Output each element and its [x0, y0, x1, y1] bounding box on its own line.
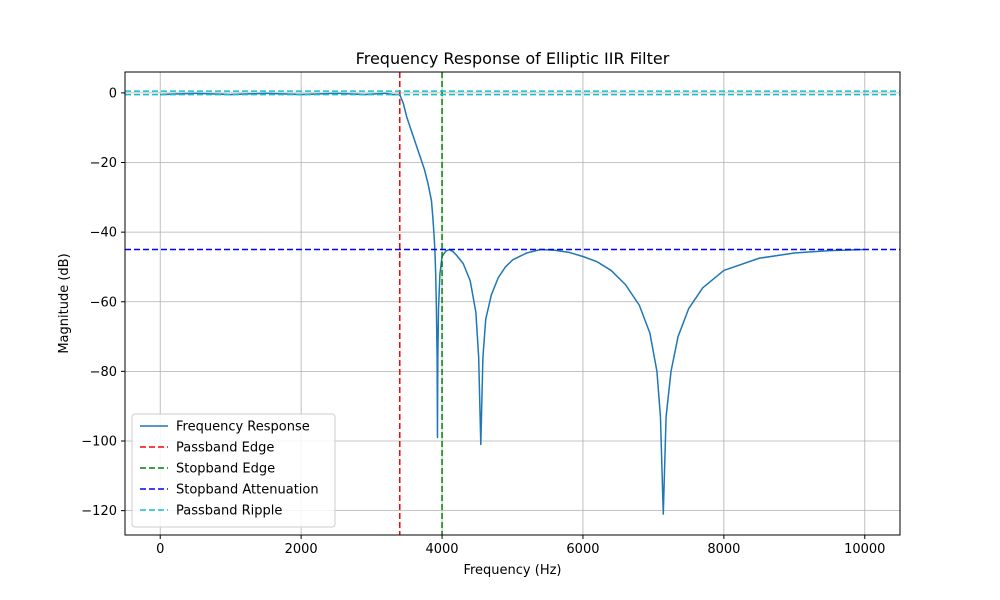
legend-label-passband-edge: Passband Edge — [176, 441, 274, 456]
axes-frame — [124, 71, 901, 536]
legend-label-stopband-edge: Stopband Edge — [176, 462, 275, 477]
frequency-response-line — [160, 92, 865, 515]
x-tick-label: 6000 — [566, 542, 599, 557]
y-tick-label: −120 — [81, 504, 117, 519]
y-axis-label: Magnitude (dB) — [57, 253, 72, 353]
y-tick-label: −100 — [81, 435, 117, 450]
legend-label-frequency-response: Frequency Response — [176, 420, 310, 435]
x-axis-label: Frequency (Hz) — [463, 563, 561, 578]
y-tick-label: 0 — [109, 86, 117, 101]
legend-label-stopband-attenuation: Stopband Attenuation — [176, 483, 319, 498]
legend: Frequency Response Passband Edge Stopband … — [131, 413, 336, 528]
x-tick-label: 4000 — [425, 542, 458, 557]
x-tick-label: 10000 — [844, 542, 885, 557]
y-tick-label: −80 — [90, 365, 117, 380]
x-tick-label: 0 — [156, 542, 164, 557]
x-tick-label: 2000 — [285, 542, 318, 557]
chart-title: Frequency Response of Elliptic IIR Filte… — [356, 49, 670, 68]
x-axis-ticks: 0 2000 4000 6000 8000 10000 — [156, 535, 885, 557]
plot-area — [125, 72, 900, 535]
legend-box — [131, 413, 336, 528]
y-tick-label: −60 — [90, 295, 117, 310]
x-tick-label: 8000 — [707, 542, 740, 557]
y-tick-label: −40 — [90, 226, 117, 241]
y-axis-ticks: 0 −20 −40 −60 −80 −100 −120 — [81, 86, 125, 519]
legend-label-passband-ripple: Passband Ripple — [176, 504, 282, 519]
y-tick-label: −20 — [90, 156, 117, 171]
